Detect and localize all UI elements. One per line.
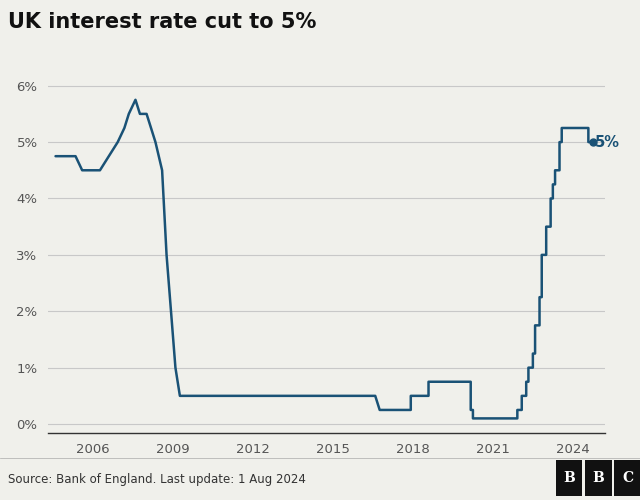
Text: 5%: 5% xyxy=(595,134,620,150)
Text: B: B xyxy=(593,471,604,485)
Text: UK interest rate cut to 5%: UK interest rate cut to 5% xyxy=(8,12,316,32)
Text: B: B xyxy=(563,471,575,485)
Text: Source: Bank of England. Last update: 1 Aug 2024: Source: Bank of England. Last update: 1 … xyxy=(8,472,305,486)
Text: C: C xyxy=(622,471,634,485)
